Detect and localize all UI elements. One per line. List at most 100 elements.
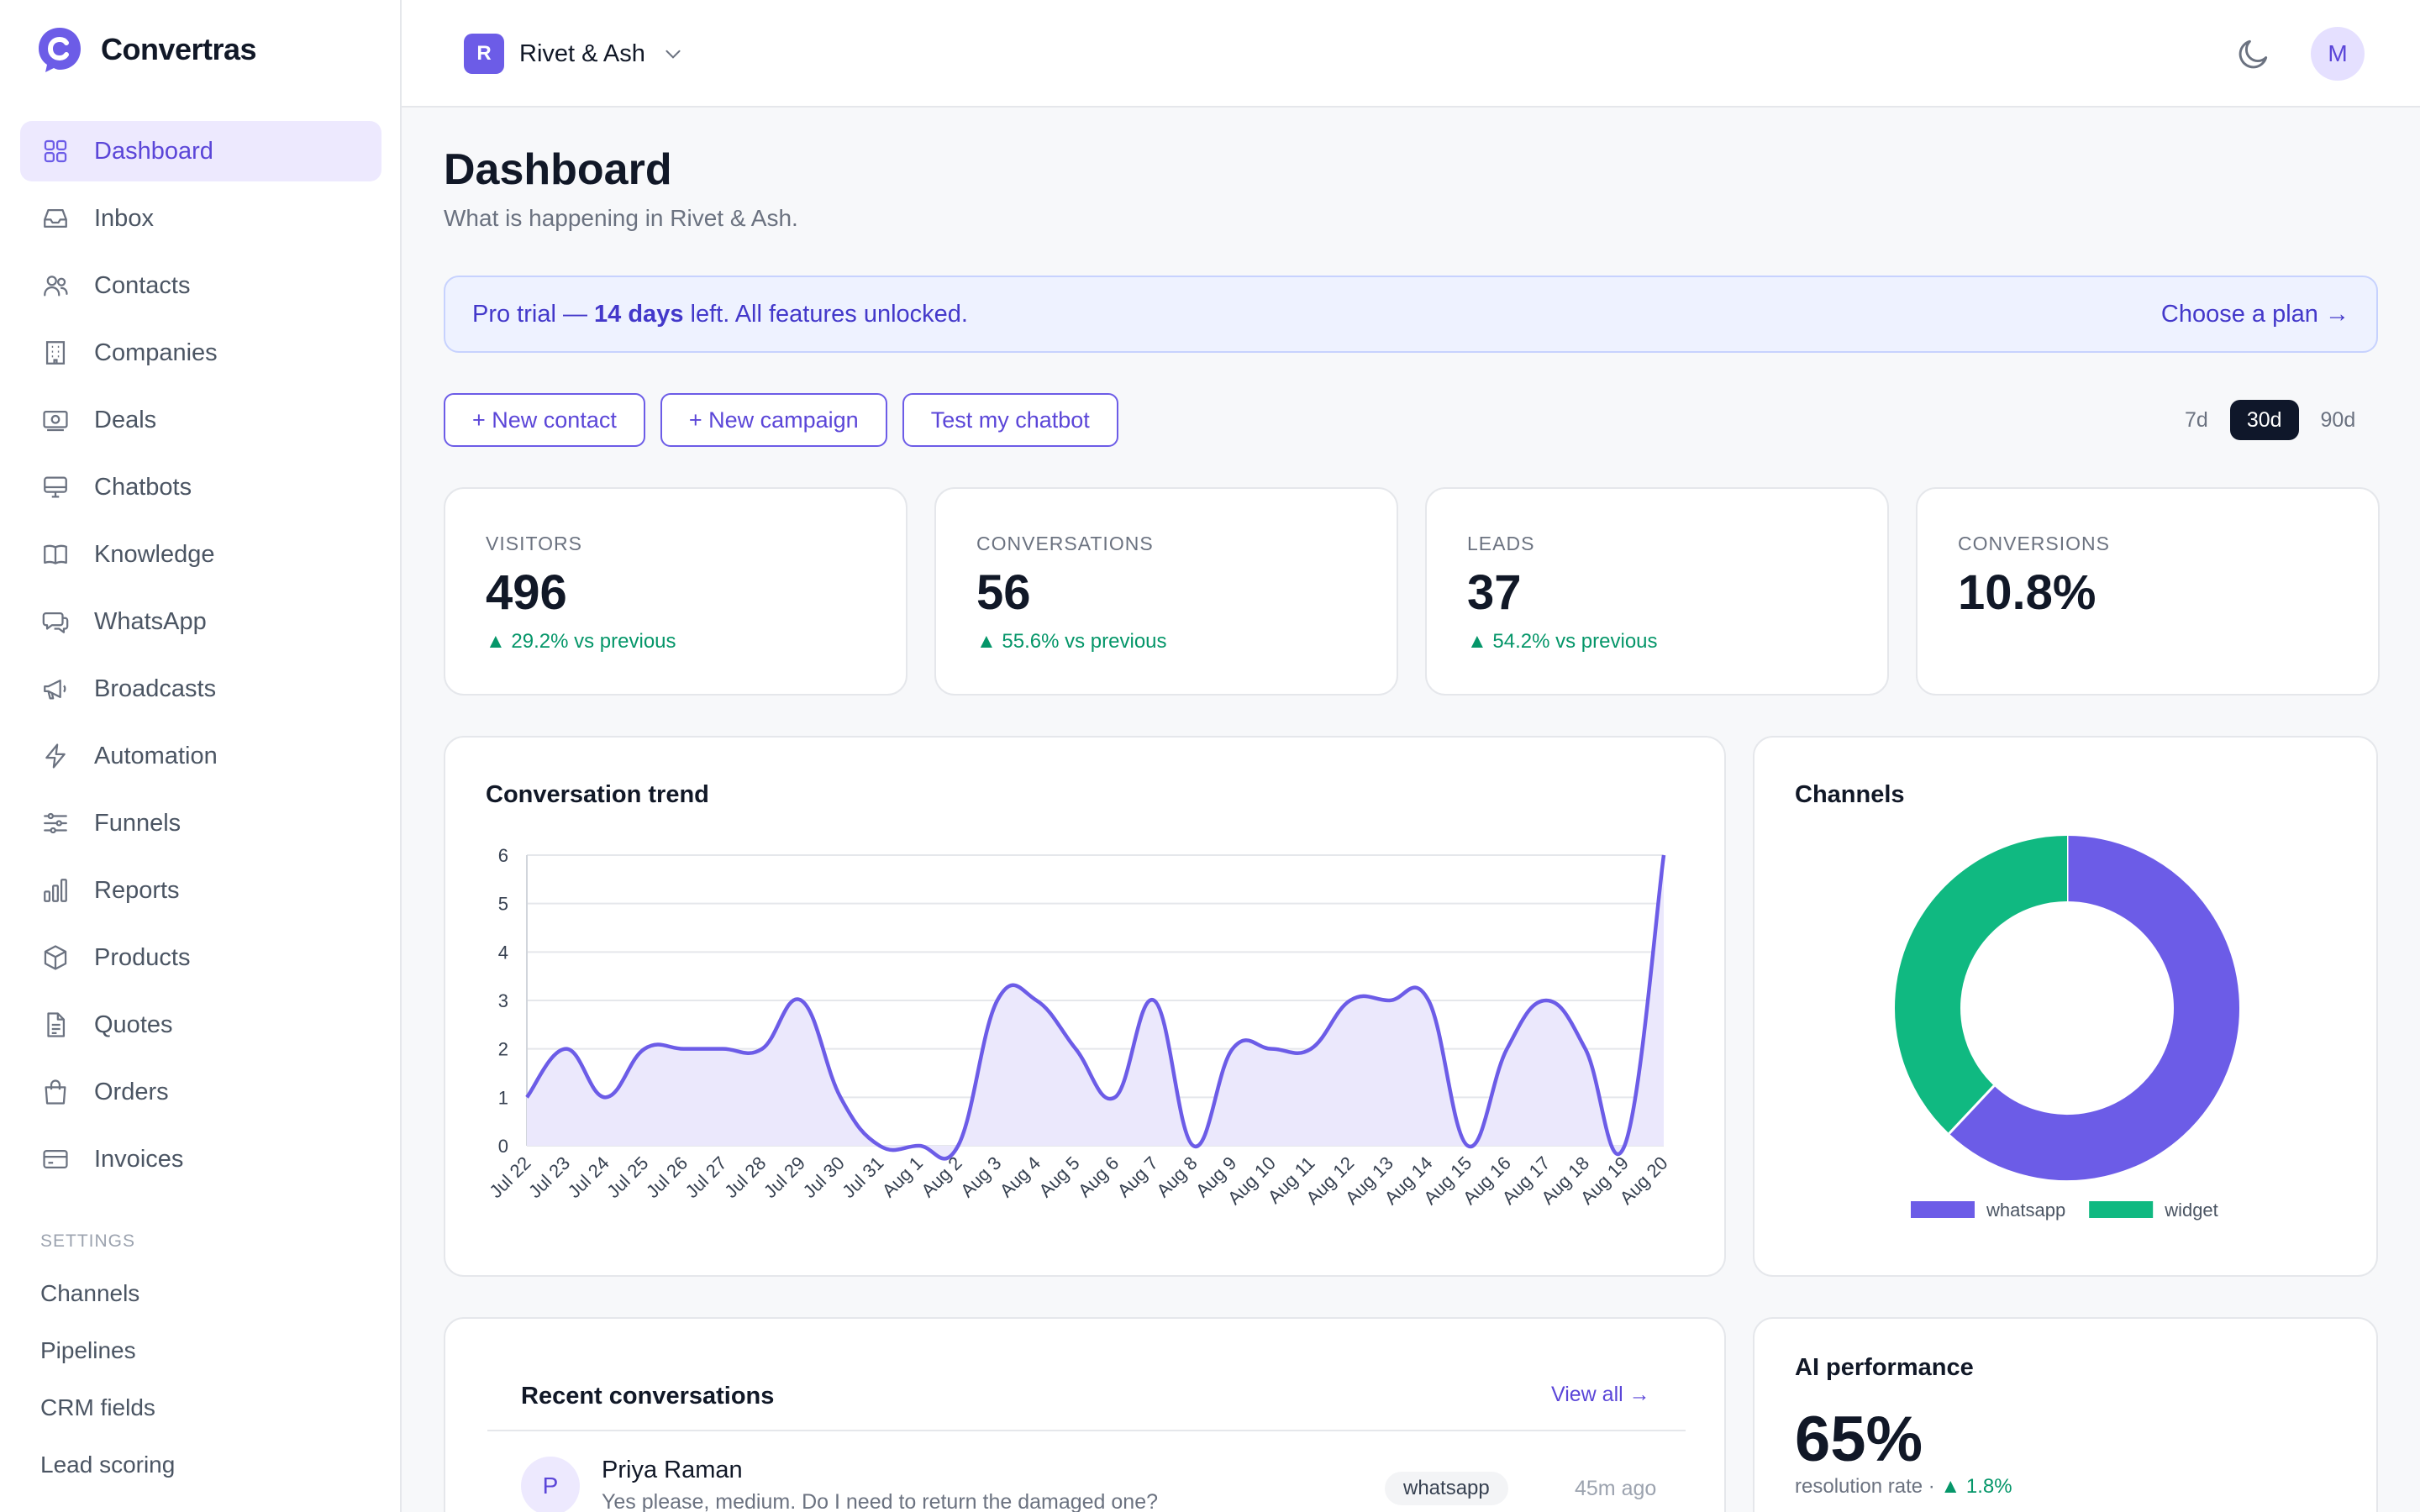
contact-name: Priya Raman	[602, 1457, 743, 1483]
moon-icon[interactable]	[2235, 35, 2272, 72]
x-tick-label: Aug 6	[1074, 1152, 1123, 1201]
message-preview: Yes please, medium. Do I need to return …	[602, 1490, 1159, 1512]
card-title: Channels	[1795, 781, 1905, 808]
sidebar-item-funnels[interactable]: Funnels	[20, 793, 381, 853]
x-tick-label: Jul 29	[760, 1152, 809, 1202]
chevron-down-icon	[666, 50, 681, 59]
x-tick-label: Jul 31	[838, 1152, 887, 1202]
resolution-rate-change: ▲ 1.8%	[1940, 1475, 2012, 1498]
trial-days: 14 days	[594, 300, 684, 328]
x-tick-label: Jul 23	[524, 1152, 574, 1202]
stat-value: 56	[976, 565, 1031, 620]
quick-actions: + New contact + New campaign Test my cha…	[444, 393, 1134, 447]
x-tick-label: Jul 26	[642, 1152, 692, 1202]
new-campaign-button[interactable]: + New campaign	[660, 393, 887, 447]
box-icon	[40, 942, 71, 973]
sidebar-item-reports[interactable]: Reports	[20, 860, 381, 921]
sidebar-item-knowledge[interactable]: Knowledge	[20, 524, 381, 585]
brand[interactable]: Convertras	[35, 24, 257, 76]
sidebar-item-whatsapp[interactable]: WhatsApp	[20, 591, 381, 652]
range-30d[interactable]: 30d	[2229, 400, 2299, 440]
y-tick-label: 4	[498, 942, 508, 963]
view-all-link[interactable]: View all →	[1551, 1383, 1650, 1406]
sidebar-item-label: Inbox	[94, 204, 154, 232]
grid-icon	[40, 136, 71, 166]
range-7d[interactable]: 7d	[2185, 407, 2208, 432]
workspace-switcher[interactable]: R Rivet & Ash	[464, 34, 684, 74]
settings-item-channels[interactable]: Channels	[40, 1280, 140, 1306]
brand-name: Convertras	[101, 32, 257, 66]
sidebar-item-chatbots[interactable]: Chatbots	[20, 457, 381, 517]
donut-slice-whatsapp	[1949, 836, 2239, 1180]
choose-plan-link[interactable]: Choose a plan →	[2160, 300, 2349, 328]
settings-item-pipelines[interactable]: Pipelines	[40, 1337, 136, 1363]
test-chatbot-button[interactable]: Test my chatbot	[902, 393, 1118, 447]
trial-text: Pro trial — 14 days left. All features u…	[472, 301, 968, 328]
sidebar-item-label: Reports	[94, 876, 180, 904]
page-subtitle: What is happening in Rivet & Ash.	[444, 205, 798, 231]
card-title: AI performance	[1795, 1354, 1974, 1381]
legend-label-widget: widget	[2164, 1200, 2218, 1221]
sidebar-item-invoices[interactable]: Invoices	[20, 1129, 381, 1189]
stat-label: CONVERSIONS	[1958, 533, 2110, 554]
building-icon	[40, 338, 71, 368]
avatar: P	[521, 1457, 580, 1512]
sidebar-item-label: Invoices	[94, 1145, 184, 1173]
sidebar-item-dashboard[interactable]: Dashboard	[20, 121, 381, 181]
sidebar-item-orders[interactable]: Orders	[20, 1062, 381, 1122]
resolution-rate-value: 65%	[1795, 1404, 1923, 1475]
sidebar-item-label: Orders	[94, 1078, 169, 1105]
channels-donut-chart: whatsapp widget	[1895, 836, 2239, 1221]
sidebar-item-label: Deals	[94, 406, 157, 433]
settings-item-lead-scoring[interactable]: Lead scoring	[40, 1452, 176, 1478]
sidebar-item-inbox[interactable]: Inbox	[20, 188, 381, 249]
brand-logo-icon	[39, 28, 81, 72]
recent-conversations-card: Recent conversations View all → P Priya …	[444, 1317, 1726, 1512]
sidebar-item-contacts[interactable]: Contacts	[20, 255, 381, 316]
sidebar-item-broadcasts[interactable]: Broadcasts	[20, 659, 381, 719]
x-tick-label: Jul 24	[564, 1152, 613, 1202]
stat-label: CONVERSATIONS	[976, 533, 1154, 554]
y-tick-label: 6	[498, 845, 508, 866]
sidebar-item-automation[interactable]: Automation	[20, 726, 381, 786]
settings-item-crm-fields[interactable]: CRM fields	[40, 1394, 155, 1420]
new-contact-button[interactable]: + New contact	[444, 393, 645, 447]
shopping-bag-icon	[40, 1077, 71, 1107]
caption-text: resolution rate ·	[1795, 1475, 1941, 1498]
card-title: Conversation trend	[486, 781, 709, 808]
legend-swatch-widget	[2089, 1201, 2154, 1218]
settings-heading: SETTINGS	[40, 1231, 136, 1251]
x-tick-label: Jul 27	[681, 1152, 731, 1202]
stat-change: ▲ 29.2% vs previous	[486, 630, 676, 653]
trial-banner: Pro trial — 14 days left. All features u…	[444, 276, 2378, 353]
sidebar: Convertras Dashboard Inbox Contacts Comp…	[0, 0, 402, 1512]
sidebar-item-deals[interactable]: Deals	[20, 390, 381, 450]
trial-suffix: left. All features unlocked.	[683, 300, 968, 328]
x-tick-label: Jul 30	[799, 1152, 849, 1202]
conversation-row[interactable]: P Priya Raman Yes please, medium. Do I n…	[487, 1453, 1686, 1512]
channel-badge: whatsapp	[1385, 1472, 1508, 1505]
divider	[487, 1430, 1686, 1431]
x-tick-label: Aug 5	[1034, 1152, 1083, 1201]
x-tick-label: Jul 22	[485, 1152, 534, 1202]
sidebar-item-label: Companies	[94, 339, 218, 366]
monitor-icon	[40, 472, 71, 502]
user-avatar[interactable]: M	[2311, 27, 2365, 81]
sidebar-item-products[interactable]: Products	[20, 927, 381, 988]
range-90d[interactable]: 90d	[2320, 407, 2356, 432]
stat-label: VISITORS	[486, 533, 582, 554]
x-tick-label: Aug 3	[956, 1152, 1005, 1201]
y-tick-label: 1	[498, 1087, 508, 1108]
stat-card-conversions: CONVERSIONS 10.8%	[1916, 487, 2380, 696]
settings-list: Channels Pipelines CRM fields Lead scori…	[40, 1272, 175, 1500]
channels-card: Channels whatsapp widget	[1753, 736, 2378, 1277]
banknote-icon	[40, 405, 71, 435]
sidebar-item-companies[interactable]: Companies	[20, 323, 381, 383]
sidebar-item-label: Dashboard	[94, 137, 213, 165]
x-tick-label: Jul 25	[602, 1152, 652, 1202]
x-tick-label: Aug 7	[1113, 1152, 1162, 1201]
sidebar-item-quotes[interactable]: Quotes	[20, 995, 381, 1055]
users-icon	[40, 270, 71, 301]
trend-area	[527, 855, 1664, 1159]
